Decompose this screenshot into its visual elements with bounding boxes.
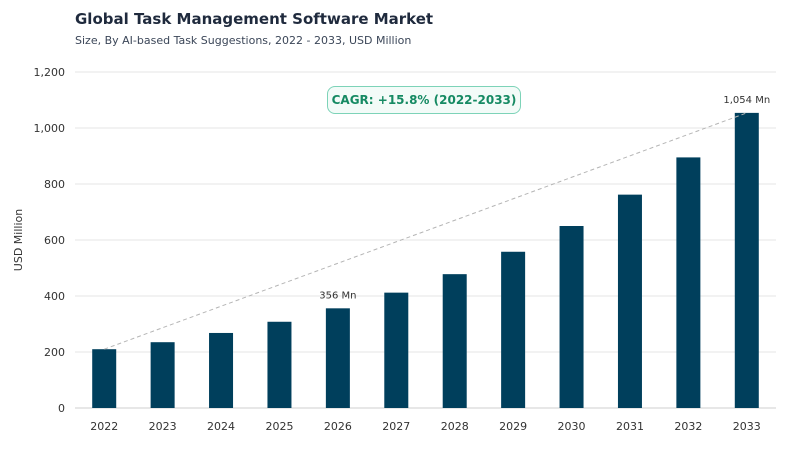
data-labels: 356 Mn 1,054 Mn: [319, 95, 770, 301]
x-tick-label: 2022: [90, 420, 118, 433]
x-tick-label: 2024: [207, 420, 235, 433]
trend-line: [104, 112, 747, 350]
x-tick-label: 2032: [674, 420, 702, 433]
data-label: 1,054 Mn: [723, 95, 770, 106]
x-tick-label: 2025: [265, 420, 293, 433]
y-tick-label: 400: [44, 290, 65, 303]
bar-2030: [559, 226, 584, 408]
y-tick-label: 200: [44, 346, 65, 359]
bar-2023: [150, 342, 175, 408]
bar-2033: [734, 112, 759, 408]
bar-2032: [676, 157, 701, 408]
trend-line: [104, 112, 747, 350]
x-tick-label: 2033: [733, 420, 761, 433]
gridlines: [75, 71, 776, 409]
y-tick-label: 600: [44, 234, 65, 247]
bar-2022: [92, 349, 117, 408]
y-tick-label: 800: [44, 178, 65, 191]
cagr-annotation: CAGR: +15.8% (2022-2033): [327, 86, 521, 114]
bar-2025: [267, 321, 292, 408]
x-tick-label: 2031: [616, 420, 644, 433]
x-tick-label: 2027: [382, 420, 410, 433]
x-tick-label: 2026: [324, 420, 352, 433]
bar-2027: [384, 292, 409, 408]
y-tick-label: 1,200: [34, 66, 66, 79]
y-axis-label: USD Million: [12, 209, 25, 271]
x-tick-label: 2029: [499, 420, 527, 433]
x-tick-label: 2030: [558, 420, 586, 433]
bar-2031: [617, 194, 642, 408]
bar-2024: [209, 332, 234, 408]
chart-title: Global Task Management Software Market: [75, 10, 434, 28]
x-tick-label: 2028: [441, 420, 469, 433]
bars: [92, 112, 759, 408]
y-axis: 0 200 400 600 800 1,000 1,200: [34, 66, 66, 415]
x-axis: 2022 2023 2024 2025 2026 2027 2028 2029 2030 2031…: [90, 420, 761, 433]
bar-2028: [442, 274, 467, 408]
x-tick-label: 2023: [149, 420, 177, 433]
chart-subtitle: Size, By AI-based Task Suggestions, 2022…: [75, 34, 412, 47]
y-tick-label: 0: [58, 402, 65, 415]
bar-2029: [501, 251, 526, 408]
bar-2026: [325, 308, 350, 408]
data-label: 356 Mn: [319, 290, 356, 301]
y-tick-label: 1,000: [34, 122, 66, 135]
